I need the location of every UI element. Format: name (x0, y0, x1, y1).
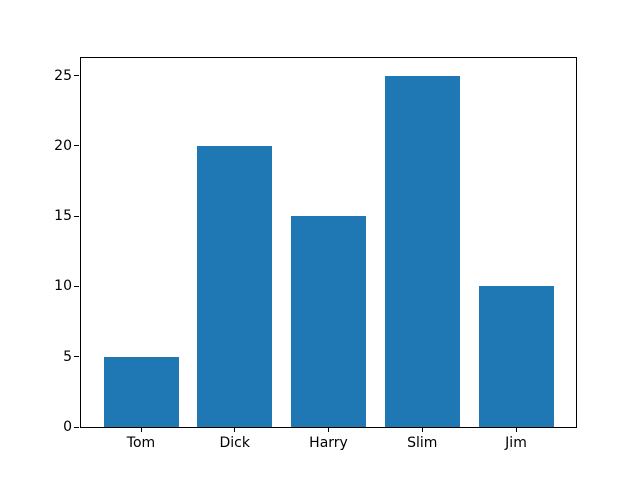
y-tick-label-25: 25 (54, 67, 72, 84)
y-tick-mark (74, 75, 79, 77)
bar-dick (197, 145, 273, 427)
y-tick-label-20: 20 (54, 137, 72, 154)
x-tick-mark (421, 427, 423, 432)
x-tick-label-jim: Jim (505, 435, 527, 451)
y-tick-label-10: 10 (54, 278, 72, 295)
x-tick-label-harry: Harry (309, 435, 348, 451)
y-tick-mark (74, 145, 79, 147)
x-tick-mark (515, 427, 517, 432)
x-tick-label-slim: Slim (407, 435, 438, 451)
bar-slim (384, 75, 460, 427)
x-tick-mark (140, 427, 142, 432)
x-tick-label-dick: Dick (219, 435, 250, 451)
bar-harry (291, 216, 366, 427)
y-tick-label-0: 0 (63, 419, 72, 435)
bar-jim (478, 286, 554, 427)
y-tick-mark (74, 285, 79, 287)
y-tick-mark (74, 356, 79, 358)
y-tick-mark (74, 426, 79, 428)
bar-tom (103, 356, 179, 427)
x-tick-mark (234, 427, 236, 432)
x-tick-label-tom: Tom (126, 435, 156, 451)
y-tick-label-15: 15 (54, 208, 72, 225)
y-tick-mark (74, 215, 79, 217)
x-tick-mark (328, 427, 329, 432)
plot-area: Tom Dick Harry Slim Jim 0 5 10 15 20 25 (54, 57, 577, 450)
y-tick-label-5: 5 (63, 348, 72, 365)
